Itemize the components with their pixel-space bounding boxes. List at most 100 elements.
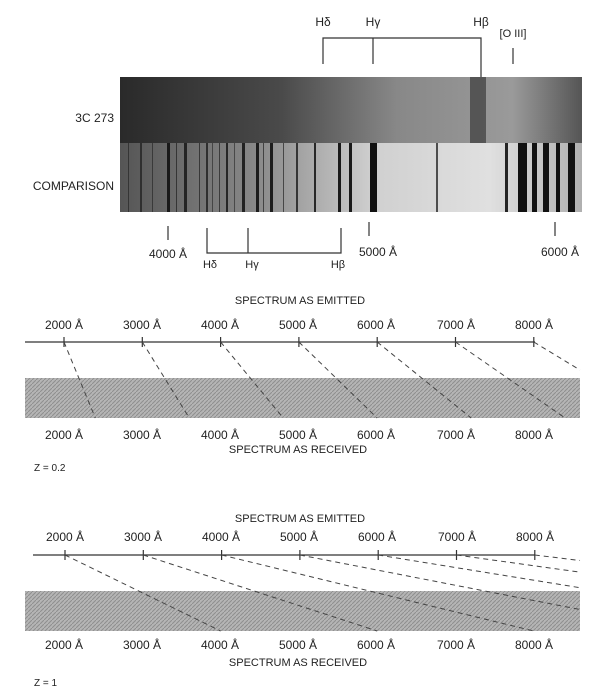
comparison-line	[140, 143, 142, 212]
panel1-shift-lines	[63, 341, 581, 419]
panel1-emitted-tick: 7000 Å	[437, 317, 475, 332]
top-line-oiii: [O III]	[500, 28, 527, 40]
panel2-received-tick: 5000 Å	[279, 637, 317, 652]
panel1-received-tick-labels: 2000 Å 3000 Å 4000 Å 5000 Å 6000 Å 7000 …	[45, 427, 553, 442]
panel1-emitted-tick-labels: 2000 Å 3000 Å 4000 Å 5000 Å 6000 Å 7000 …	[45, 317, 553, 332]
comparison-line	[568, 143, 575, 212]
bottom-line-hgamma: Hγ	[245, 259, 259, 271]
comparison-line	[436, 143, 438, 212]
comparison-emission-lines	[128, 143, 575, 212]
comparison-line	[543, 143, 549, 212]
panel2-emitted-tick-labels: 2000 Å 3000 Å 4000 Å 5000 Å 6000 Å 7000 …	[46, 529, 554, 544]
comparison-line	[556, 143, 560, 212]
panel2-received-tick: 7000 Å	[437, 637, 475, 652]
comparison-label: COMPARISON	[33, 179, 114, 193]
panel-z1: SPECTRUM AS EMITTED 2000 Å 3000 Å 4000 Å…	[25, 513, 581, 688]
comparison-line	[505, 143, 508, 212]
panel2-emitted-tick: 3000 Å	[124, 529, 162, 544]
scale-tick-4000: 4000 Å	[149, 246, 187, 261]
shift-line	[143, 554, 378, 632]
object-label: 3C 273	[75, 111, 114, 125]
panel2-emitted-tick: 6000 Å	[358, 529, 396, 544]
comparison-line	[338, 143, 341, 212]
panel1-received-tick: 3000 Å	[123, 427, 161, 442]
comparison-line	[370, 143, 377, 212]
panel2-shift-lines	[64, 554, 581, 632]
comparison-line	[152, 143, 153, 212]
comparison-line	[256, 143, 259, 212]
panel-z02: SPECTRUM AS EMITTED 2000 Å 3000 Å 4000 Å…	[25, 295, 581, 474]
shift-line	[533, 341, 581, 371]
panel2-received-tick: 2000 Å	[45, 637, 83, 652]
comparison-line	[212, 143, 213, 212]
shift-line	[64, 554, 221, 632]
shift-line	[456, 554, 581, 573]
scale-tick-5000: 5000 Å	[359, 244, 397, 259]
comparison-line	[296, 143, 298, 212]
comparison-line	[263, 143, 264, 212]
panel2-received-tick-labels: 2000 Å 3000 Å 4000 Å 5000 Å 6000 Å 7000 …	[45, 637, 553, 652]
panel2-emitted-title: SPECTRUM AS EMITTED	[235, 513, 365, 525]
comparison-line	[314, 143, 316, 212]
scale-tick-6000: 6000 Å	[541, 244, 579, 259]
panel1-emitted-tick: 3000 Å	[123, 317, 161, 332]
comparison-line	[206, 143, 208, 212]
panel1-received-title: SPECTRUM AS RECEIVED	[229, 444, 367, 456]
comparison-line	[518, 143, 527, 212]
panel2-emitted-tick: 7000 Å	[438, 529, 476, 544]
comparison-line	[199, 143, 200, 212]
panel1-emitted-tick: 8000 Å	[515, 317, 553, 332]
top-line-hgamma: Hγ	[366, 15, 381, 29]
panel2-emitted-tick: 8000 Å	[516, 529, 554, 544]
panel1-emitted-title: SPECTRUM AS EMITTED	[235, 295, 365, 307]
shift-line	[378, 554, 581, 589]
shift-line	[376, 341, 472, 419]
comparison-line	[283, 143, 284, 212]
bottom-line-hbeta: Hβ	[331, 259, 345, 271]
panel1-emitted-tick: 2000 Å	[45, 317, 83, 332]
panel2-received-tick: 4000 Å	[201, 637, 239, 652]
panel1-received-tick: 4000 Å	[201, 427, 239, 442]
panel2-received-tick: 6000 Å	[357, 637, 395, 652]
comparison-line	[176, 143, 177, 212]
panel2-emitted-tick: 4000 Å	[202, 529, 240, 544]
shift-line	[299, 554, 581, 611]
comparison-line	[219, 143, 220, 212]
panel2-received-tick: 8000 Å	[515, 637, 553, 652]
shift-line	[455, 341, 566, 419]
comparison-line	[128, 143, 129, 212]
panel1-emitted-tick: 4000 Å	[201, 317, 239, 332]
top-line-brackets	[322, 37, 514, 92]
comparison-line	[234, 143, 235, 212]
shift-line	[534, 554, 581, 561]
comparison-line	[167, 143, 170, 212]
bottom-line-hdelta: Hδ	[203, 259, 217, 271]
top-line-hbeta: Hβ	[473, 15, 489, 29]
shift-line	[63, 341, 96, 419]
panel1-received-tick: 7000 Å	[437, 427, 475, 442]
panel2-received-tick: 3000 Å	[123, 637, 161, 652]
panel2-emitted-tick: 5000 Å	[280, 529, 318, 544]
shift-line	[220, 341, 284, 419]
shift-line	[141, 341, 190, 419]
panel1-received-tick: 6000 Å	[357, 427, 395, 442]
top-line-hdelta: Hδ	[315, 15, 331, 29]
object-spectrum-strip	[120, 77, 582, 143]
comparison-line	[532, 143, 537, 212]
panel2-received-title: SPECTRUM AS RECEIVED	[229, 657, 367, 669]
panel1-received-tick: 8000 Å	[515, 427, 553, 442]
comparison-line	[242, 143, 245, 212]
panel2-received-band	[25, 591, 580, 631]
comparison-line	[226, 143, 228, 212]
shift-line	[298, 341, 378, 419]
panel1-received-tick: 5000 Å	[279, 427, 317, 442]
object-hbeta-band	[470, 77, 486, 143]
comparison-line	[349, 143, 352, 212]
panel2-z-label: Z = 1	[34, 678, 58, 688]
wavelength-scale	[167, 222, 556, 254]
panel2-emitted-tick: 2000 Å	[46, 529, 84, 544]
panel1-received-tick: 2000 Å	[45, 427, 83, 442]
comparison-line	[184, 143, 187, 212]
panel1-z-label: Z = 0.2	[34, 463, 66, 474]
